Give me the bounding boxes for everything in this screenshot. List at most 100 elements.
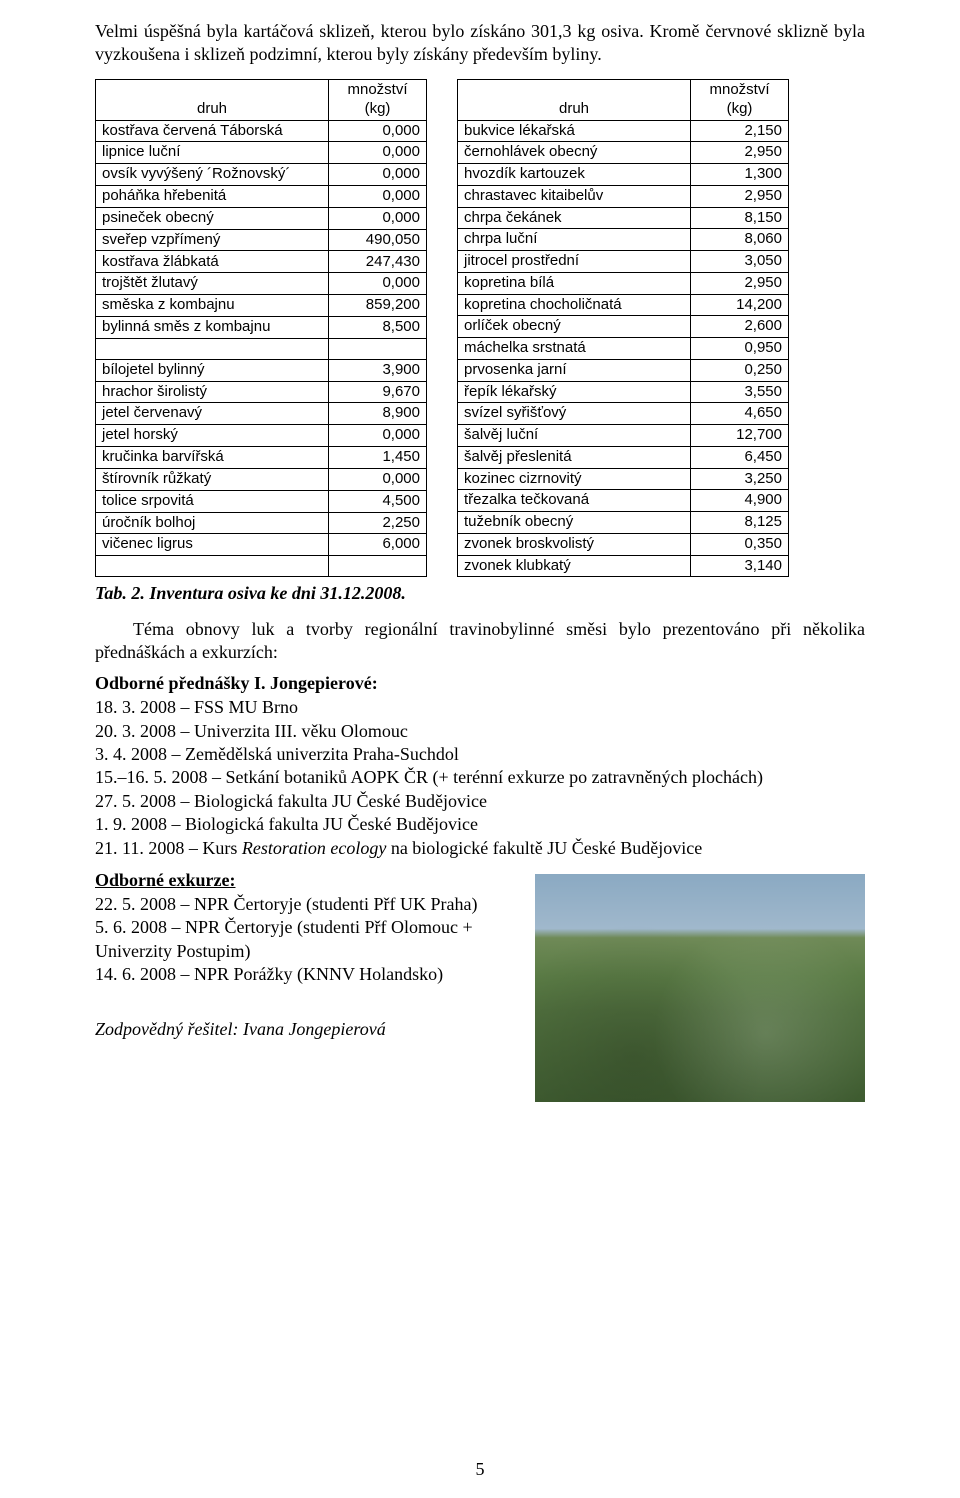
table-row: chrpa luční8,060 xyxy=(458,229,789,251)
intro-paragraph: Velmi úspěšná byla kartáčová sklizeň, kt… xyxy=(95,20,865,65)
cell-value: 1,450 xyxy=(329,447,427,469)
cell-name: svízel syřišťový xyxy=(458,403,691,425)
table-row: jitrocel prostřední3,050 xyxy=(458,251,789,273)
cell-name: bylinná směs z kombajnu xyxy=(96,316,329,338)
cell-value: 2,150 xyxy=(691,120,789,142)
cell-name: jitrocel prostřední xyxy=(458,251,691,273)
table-row: chrpa čekánek8,150 xyxy=(458,207,789,229)
cell-value: 2,950 xyxy=(691,142,789,164)
cell-value: 0,950 xyxy=(691,338,789,360)
cell-name: bukvice lékařská xyxy=(458,120,691,142)
cell-value: 8,060 xyxy=(691,229,789,251)
cell-value: 6,450 xyxy=(691,446,789,468)
table-row: třezalka tečkovaná4,900 xyxy=(458,490,789,512)
cell-value: 3,050 xyxy=(691,251,789,273)
cell-name: hvozdík kartouzek xyxy=(458,164,691,186)
cell-value: 8,500 xyxy=(329,316,427,338)
list-item: 21. 11. 2008 – Kurs Restoration ecology … xyxy=(95,837,865,860)
cell-value: 3,900 xyxy=(329,359,427,381)
cell-value: 3,550 xyxy=(691,381,789,403)
tables-container: druh množství(kg) kostřava červená Tábor… xyxy=(95,79,865,577)
cell-name: kopretina bílá xyxy=(458,272,691,294)
table-row: úročník bolhoj2,250 xyxy=(96,512,427,534)
cell-value: 6,000 xyxy=(329,534,427,556)
table-row: trojštět žlutavý0,000 xyxy=(96,273,427,295)
cell-name: vičenec ligrus xyxy=(96,534,329,556)
cell-name: tolice srpovitá xyxy=(96,490,329,512)
cell-value: 14,200 xyxy=(691,294,789,316)
cell-value: 9,670 xyxy=(329,381,427,403)
cell-value: 3,140 xyxy=(691,555,789,577)
table-row: prvosenka jarní0,250 xyxy=(458,359,789,381)
cell-name: poháňka hřebenitá xyxy=(96,185,329,207)
table-row: šalvěj přeslenitá6,450 xyxy=(458,446,789,468)
cell-value: 0,000 xyxy=(329,185,427,207)
table-row: hvozdík kartouzek1,300 xyxy=(458,164,789,186)
th-right-qty: množství(kg) xyxy=(691,80,789,121)
italic-phrase: Restoration ecology xyxy=(242,838,386,858)
list-item: 14. 6. 2008 – NPR Porážky (KNNV Holandsk… xyxy=(95,963,515,986)
cell-value xyxy=(329,338,427,359)
cell-name: zvonek broskvolistý xyxy=(458,533,691,555)
table-row: zvonek klubkatý3,140 xyxy=(458,555,789,577)
table-row: černohlávek obecný2,950 xyxy=(458,142,789,164)
lectures-heading: Odborné přednášky I. Jongepierové: xyxy=(95,673,865,694)
cell-value: 0,000 xyxy=(329,142,427,164)
cell-name: kostřava červená Táborská xyxy=(96,120,329,142)
cell-name: máchelka srstnatá xyxy=(458,338,691,360)
th-left-druh: druh xyxy=(96,80,329,121)
lectures-list: 18. 3. 2008 – FSS MU Brno20. 3. 2008 – U… xyxy=(95,696,865,860)
cell-value: 2,600 xyxy=(691,316,789,338)
list-item: 18. 3. 2008 – FSS MU Brno xyxy=(95,696,865,719)
table-row: kopretina chocholičnatá14,200 xyxy=(458,294,789,316)
cell-value: 0,000 xyxy=(329,468,427,490)
table-row xyxy=(96,556,427,577)
document-page: Velmi úspěšná byla kartáčová sklizeň, kt… xyxy=(0,0,960,1498)
cell-value: 859,200 xyxy=(329,295,427,317)
excursions-list: 22. 5. 2008 – NPR Čertoryje (studenti Př… xyxy=(95,893,515,987)
list-item: 5. 6. 2008 – NPR Čertoryje (studenti Přf… xyxy=(95,916,515,963)
cell-name: chrastavec kitaibelův xyxy=(458,185,691,207)
cell-name: hrachor širolistý xyxy=(96,381,329,403)
table-row: kostřava žlábkatá247,430 xyxy=(96,251,427,273)
cell-name: šalvěj přeslenitá xyxy=(458,446,691,468)
cell-name: kopretina chocholičnatá xyxy=(458,294,691,316)
table-row: orlíček obecný2,600 xyxy=(458,316,789,338)
table-row xyxy=(96,338,427,359)
cell-name: kostřava žlábkatá xyxy=(96,251,329,273)
list-item: 27. 5. 2008 – Biologická fakulta JU Česk… xyxy=(95,790,865,813)
list-item: 3. 4. 2008 – Zemědělská univerzita Praha… xyxy=(95,743,865,766)
cell-name: kručinka barvířská xyxy=(96,447,329,469)
table-row: tužebník obecný8,125 xyxy=(458,512,789,534)
cell-name: ovsík vyvýšený ´Rožnovský´ xyxy=(96,164,329,186)
cell-name: tužebník obecný xyxy=(458,512,691,534)
cell-value: 0,000 xyxy=(329,425,427,447)
list-item: 15.–16. 5. 2008 – Setkání botaniků AOPK … xyxy=(95,766,865,789)
th-left-qty: množství(kg) xyxy=(329,80,427,121)
table-row: směska z kombajnu859,200 xyxy=(96,295,427,317)
cell-value: 3,250 xyxy=(691,468,789,490)
cell-name: bílojetel bylinný xyxy=(96,359,329,381)
cell-name: štírovník růžkatý xyxy=(96,468,329,490)
table-row: kostřava červená Táborská0,000 xyxy=(96,120,427,142)
table-row: kozinec cizrnovitý3,250 xyxy=(458,468,789,490)
cell-value: 12,700 xyxy=(691,425,789,447)
cell-name: jetel horský xyxy=(96,425,329,447)
cell-name: třezalka tečkovaná xyxy=(458,490,691,512)
table-row: jetel horský0,000 xyxy=(96,425,427,447)
cell-value: 8,150 xyxy=(691,207,789,229)
table-row: bílojetel bylinný3,900 xyxy=(96,359,427,381)
th-right-druh: druh xyxy=(458,80,691,121)
table-row: svízel syřišťový4,650 xyxy=(458,403,789,425)
field-photo xyxy=(535,874,865,1102)
table-row: máchelka srstnatá0,950 xyxy=(458,338,789,360)
cell-name: kozinec cizrnovitý xyxy=(458,468,691,490)
table-row: hrachor širolistý9,670 xyxy=(96,381,427,403)
table-row: šalvěj luční12,700 xyxy=(458,425,789,447)
cell-value: 0,000 xyxy=(329,207,427,229)
table-row: kopretina bílá2,950 xyxy=(458,272,789,294)
table-row: chrastavec kitaibelův2,950 xyxy=(458,185,789,207)
cell-name: trojštět žlutavý xyxy=(96,273,329,295)
cell-value: 247,430 xyxy=(329,251,427,273)
cell-value: 4,650 xyxy=(691,403,789,425)
